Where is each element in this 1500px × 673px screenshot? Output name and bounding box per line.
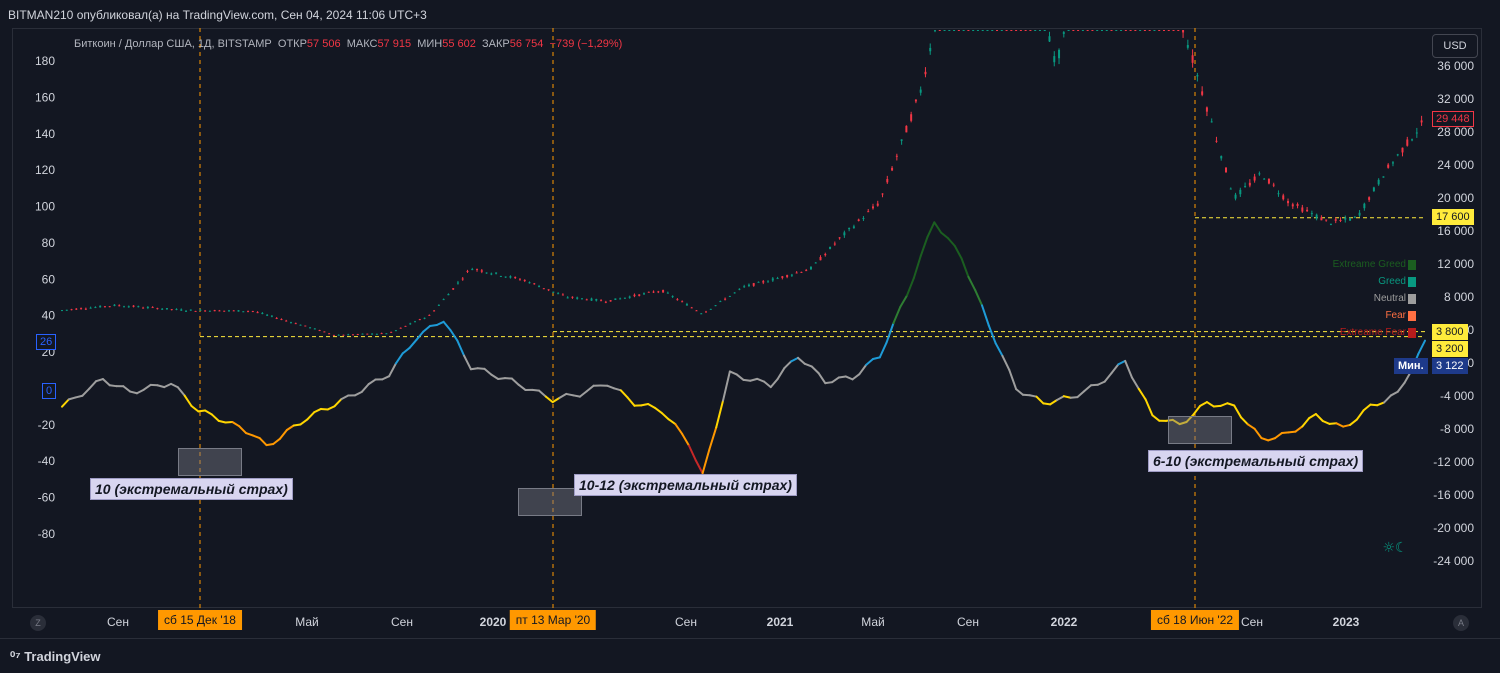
high-value: 57 915 [377, 38, 411, 50]
x-tick-2021: 2021 [767, 615, 794, 629]
low-label: МИН [417, 38, 442, 50]
level-3200-badge: 3 200 [1432, 341, 1468, 357]
open-value: 57 506 [307, 38, 341, 50]
chart-pane[interactable] [12, 28, 1482, 608]
symbol-legend: Биткоин / Доллар США, 1Д, BITSTAMP ОТКР5… [74, 38, 622, 50]
legend-swatch-extreme-fear [1408, 328, 1416, 338]
high-label: МАКС [347, 38, 378, 50]
x-tick-sep-2018: Сен [107, 615, 129, 629]
legend-extreme-fear: Extreame Fear [1340, 327, 1406, 338]
legend-swatch-fear [1408, 311, 1416, 321]
x-tick-sep-2020: Сен [675, 615, 697, 629]
min-value-badge: 3 122 [1432, 358, 1468, 374]
x-tick-sep-2022: Сен [1241, 615, 1263, 629]
auto-scale-left-button[interactable]: Z [30, 615, 46, 631]
x-highlight-jun-2022: сб 18 Июн '22 [1151, 610, 1239, 630]
open-label: ОТКР [278, 38, 307, 50]
x-tick-sep-2021: Сен [957, 615, 979, 629]
x-tick-2023: 2023 [1333, 615, 1360, 629]
annotation-2020: 10-12 (экстремальный страх) [574, 474, 797, 496]
currency-button[interactable]: USD [1432, 34, 1478, 58]
legend-swatch-greed [1408, 277, 1416, 287]
min-label-badge: Мин. [1394, 358, 1428, 374]
x-tick-sep-2019: Сен [391, 615, 413, 629]
legend-neutral: Neutral [1374, 293, 1406, 304]
legend-swatch-extreme-greed [1408, 260, 1416, 270]
level-17600-badge: 17 600 [1432, 209, 1474, 225]
x-tick-2020: 2020 [480, 615, 507, 629]
annotation-2018: 10 (экстремальный страх) [90, 478, 293, 500]
legend-swatch-neutral [1408, 294, 1416, 304]
change-value: −739 (−1,29%) [550, 38, 623, 50]
x-tick-2022: 2022 [1051, 615, 1078, 629]
legend-extreme-greed: Extreame Greed [1333, 259, 1406, 270]
left-badge-zero: 0 [42, 383, 56, 399]
publisher-line: BITMAN210 опубликовал(а) на TradingView.… [8, 8, 427, 22]
annotation-2022: 6-10 (экстремальный страх) [1148, 450, 1363, 472]
low-value: 55 602 [442, 38, 476, 50]
close-label: ЗАКР [482, 38, 510, 50]
highlight-box-2020 [518, 488, 582, 516]
x-axis[interactable]: Z Сен сб 15 Дек '18 Май Сен 2020 пт 13 М… [0, 608, 1500, 638]
tradingview-logo[interactable]: ⁰⁷ TradingView [10, 649, 101, 665]
x-tick-may-2019: Май [295, 615, 319, 629]
highlight-box-2018 [178, 448, 242, 476]
left-badge-top: 26 [36, 334, 56, 350]
top-bar: BITMAN210 опубликовал(а) на TradingView.… [0, 0, 1500, 28]
level-3800-badge: 3 800 [1432, 324, 1468, 340]
tv-icon: ⁰⁷ [10, 649, 24, 664]
footer: ⁰⁷ TradingView [0, 638, 1500, 673]
x-highlight-dec-2018: сб 15 Дек '18 [158, 610, 242, 630]
legend-greed: Greed [1378, 276, 1406, 287]
close-value: 56 754 [510, 38, 544, 50]
x-tick-may-2021: Май [861, 615, 885, 629]
legend-fear: Fear [1385, 310, 1406, 321]
price-current-badge: 29 448 [1432, 111, 1474, 127]
auto-scale-right-button[interactable]: A [1453, 615, 1469, 631]
highlight-box-2022 [1168, 416, 1232, 444]
brand-name: TradingView [24, 649, 100, 664]
symbol-title: Биткоин / Доллар США, 1Д, BITSTAMP [74, 38, 272, 50]
x-highlight-mar-2020: пт 13 Мар '20 [510, 610, 596, 630]
